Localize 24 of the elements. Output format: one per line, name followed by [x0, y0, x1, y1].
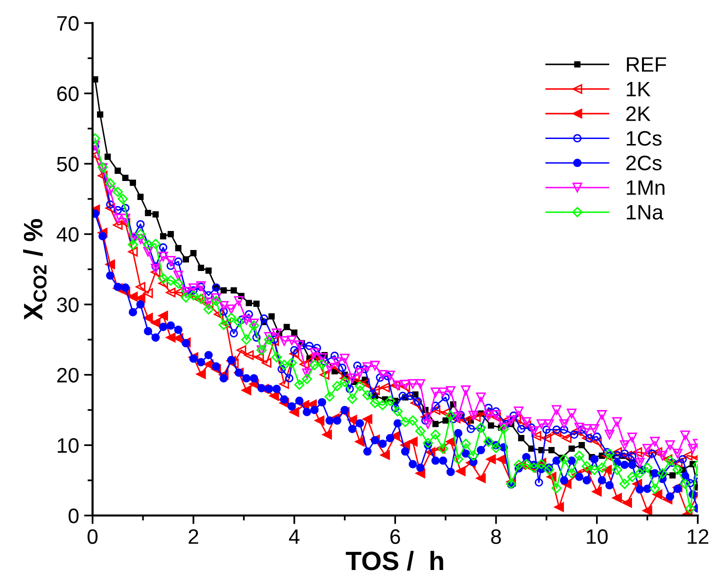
x-tick-label: 2 [188, 529, 198, 544]
y-tick-label: 20 [57, 368, 79, 383]
y-tick-label: 10 [58, 438, 79, 453]
legend-label: 1Na [626, 205, 664, 220]
legend-label: 1Mn [626, 180, 664, 195]
x-tick-label: 0 [88, 529, 98, 544]
y-tick-label: 0 [68, 508, 79, 524]
y-tick-label: 60 [57, 86, 79, 102]
y-axis-title: X$_{CO2}$ / % [23, 219, 47, 320]
y-tick-label: 70 [57, 16, 79, 31]
y-tick-label: 50 [57, 156, 79, 172]
x-axis-title: TOS / h [346, 550, 444, 571]
x-tick-label: 10 [586, 529, 608, 544]
legend-label: REF [626, 57, 666, 72]
legend-label: 2Cs [626, 156, 662, 170]
legend-label: 1Cs [626, 131, 662, 146]
y-tick-label: 40 [56, 227, 79, 242]
x-tick-label: 6 [390, 529, 400, 544]
x-tick-label: 12 [688, 529, 708, 544]
x-tick-label: 4 [288, 529, 300, 544]
y-tick-label: 30 [56, 297, 79, 312]
legend-label: 2K [626, 106, 650, 121]
x-tick-label: 8 [491, 529, 501, 544]
legend-label: 1K [626, 82, 650, 96]
